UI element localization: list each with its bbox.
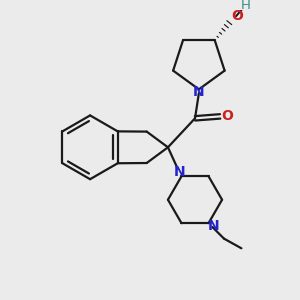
Text: O: O: [221, 110, 233, 123]
Text: N: N: [174, 165, 185, 179]
Text: H: H: [241, 0, 250, 12]
Text: N: N: [193, 85, 205, 99]
Text: O: O: [231, 9, 243, 23]
Text: N: N: [208, 219, 219, 233]
